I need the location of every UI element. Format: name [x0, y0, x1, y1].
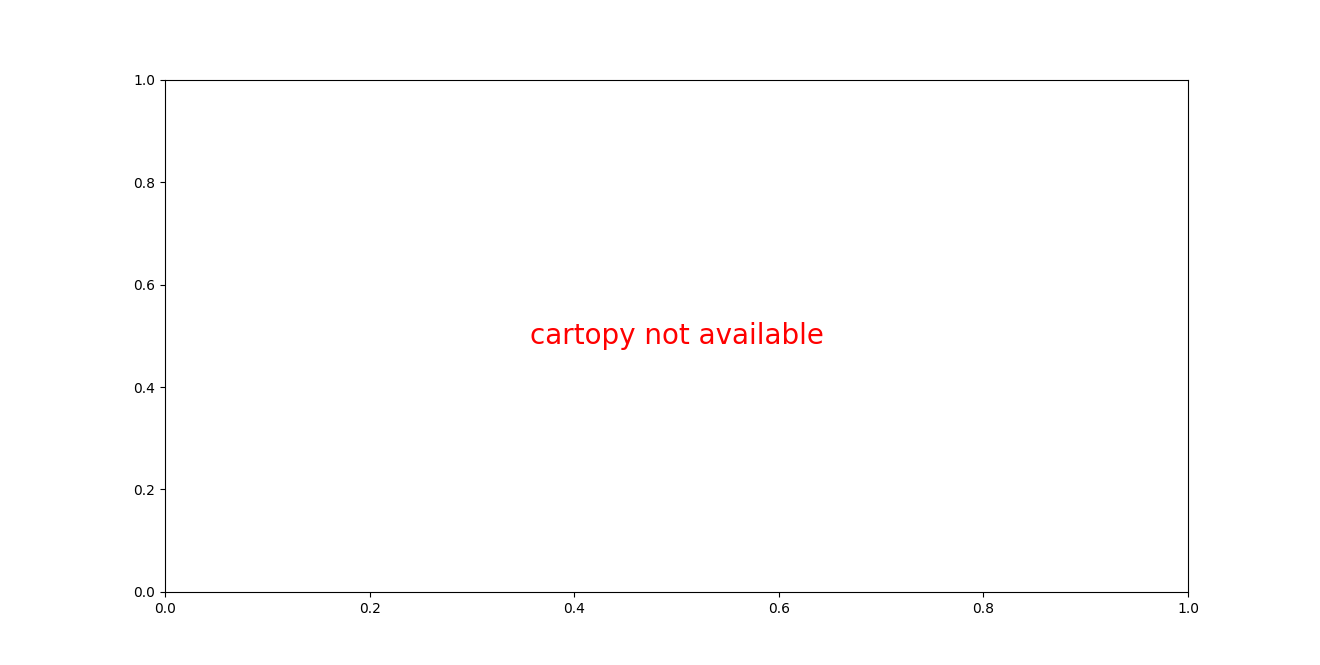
Text: cartopy not available: cartopy not available: [529, 322, 824, 350]
